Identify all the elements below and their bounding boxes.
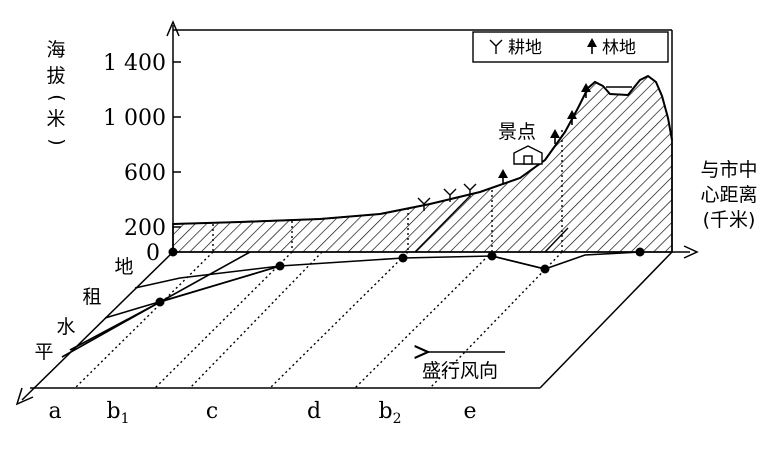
y-label-char-1: 海 bbox=[46, 39, 65, 61]
rent-point-end bbox=[635, 247, 645, 257]
y-label-char-5: ) bbox=[46, 138, 68, 145]
y-tick-0: 0 bbox=[146, 241, 160, 266]
terrain-profile bbox=[172, 75, 673, 253]
farmland-icon bbox=[489, 39, 503, 54]
farmland-icon bbox=[417, 197, 431, 211]
x-axis-arrow bbox=[683, 245, 699, 259]
zone-label-b1: b1 bbox=[106, 399, 129, 427]
zone-label-a: a bbox=[48, 399, 61, 424]
rent-point-e bbox=[540, 264, 550, 274]
ground-right-edge bbox=[539, 251, 673, 389]
x-label-line-3: (千米) bbox=[703, 209, 756, 231]
depth-axis-arrow bbox=[15, 387, 34, 406]
y-tick-1400: 1 400 bbox=[103, 51, 166, 76]
y-label-char-4: 米 bbox=[46, 108, 65, 130]
rent-points bbox=[155, 247, 645, 307]
farmland-icon bbox=[443, 188, 457, 202]
forest-icons bbox=[498, 83, 591, 184]
legend-box bbox=[472, 31, 669, 63]
y-tick-200: 200 bbox=[124, 216, 166, 241]
forest-icon bbox=[581, 83, 591, 98]
x-label-line-2: 心距离 bbox=[700, 184, 757, 206]
rent-point-origin bbox=[168, 247, 178, 257]
forest-icon bbox=[587, 38, 597, 54]
y-ticks bbox=[173, 61, 181, 228]
zone-labels: a b1 c d b2 e bbox=[48, 399, 476, 427]
legend: 耕地 林地 bbox=[472, 31, 669, 63]
plain-label-char-1: 地 bbox=[114, 256, 133, 278]
zone-label-b2: b2 bbox=[378, 399, 401, 427]
zone-label-c: c bbox=[206, 399, 218, 424]
y-label-char-3: ( bbox=[46, 94, 68, 101]
y-tick-600: 600 bbox=[124, 161, 166, 186]
rent-point-d bbox=[398, 253, 408, 263]
x-label-line-1: 与市中 bbox=[700, 159, 757, 181]
farmland-icon bbox=[463, 183, 477, 197]
rent-point-b2 bbox=[487, 251, 497, 261]
legend-farmland-label: 耕地 bbox=[508, 38, 542, 58]
rent-point-c bbox=[275, 261, 285, 271]
scenic-spot-label: 景点 bbox=[498, 121, 536, 143]
house-icon bbox=[513, 145, 543, 165]
slope-line-1 bbox=[414, 195, 471, 253]
farmland-icons bbox=[417, 183, 477, 211]
zone-label-d: d bbox=[307, 399, 321, 424]
zone-label-e: e bbox=[463, 399, 476, 424]
y-axis-arrow bbox=[166, 20, 180, 37]
rent-point-b1 bbox=[155, 297, 165, 307]
wind-direction-label: 盛行风向 bbox=[422, 360, 498, 382]
plain-label-char-4: 平 bbox=[34, 341, 53, 363]
y-tick-1000: 1 000 bbox=[103, 106, 166, 131]
plain-label-char-3: 水 bbox=[56, 316, 75, 338]
ground-plane bbox=[15, 251, 673, 406]
slope-line-2 bbox=[544, 227, 569, 253]
forest-icon bbox=[567, 110, 577, 125]
forest-icon bbox=[498, 169, 508, 184]
projection-lines bbox=[74, 130, 563, 389]
legend-forest-label: 林地 bbox=[602, 38, 636, 58]
rent-curves bbox=[61, 251, 641, 358]
depth-axis-line bbox=[21, 251, 174, 401]
plain-label-char-2: 租 bbox=[82, 286, 101, 308]
y-label-char-2: 拔 bbox=[46, 65, 65, 87]
forest-icon bbox=[550, 129, 560, 144]
